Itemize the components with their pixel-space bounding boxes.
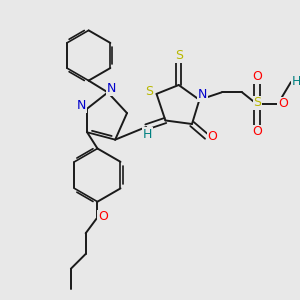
Text: S: S (254, 96, 262, 109)
Text: N: N (77, 99, 86, 112)
Text: H: H (143, 128, 152, 141)
Text: N: N (198, 88, 207, 101)
Text: O: O (253, 70, 262, 83)
Text: S: S (145, 85, 153, 98)
Text: O: O (207, 130, 217, 143)
Text: H: H (292, 75, 300, 88)
Text: O: O (278, 97, 288, 110)
Text: O: O (253, 125, 262, 138)
Text: S: S (175, 49, 183, 62)
Text: O: O (98, 210, 108, 223)
Text: N: N (107, 82, 116, 95)
